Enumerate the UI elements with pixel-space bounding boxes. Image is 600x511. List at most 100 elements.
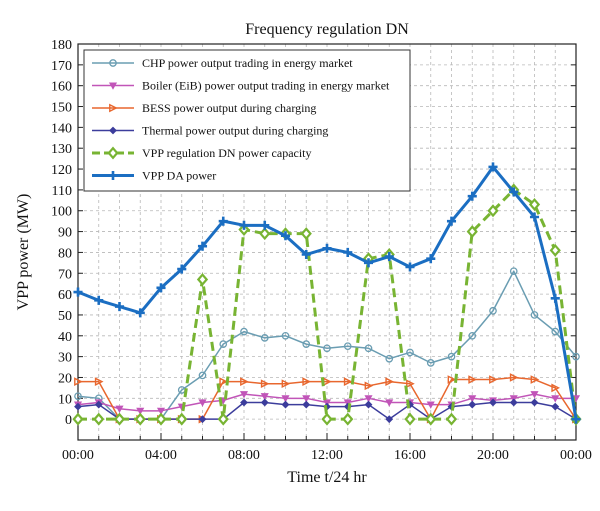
data-point <box>322 243 332 253</box>
legend-item: CHP power output trading in energy marke… <box>92 56 353 70</box>
y-tick-label: 170 <box>51 59 72 74</box>
data-point <box>385 399 394 407</box>
data-point <box>405 262 415 272</box>
data-point <box>219 340 228 348</box>
data-point <box>468 395 477 403</box>
data-point <box>177 264 187 274</box>
data-point <box>176 412 188 426</box>
y-tick-label: 160 <box>51 80 72 95</box>
data-point <box>302 395 311 403</box>
legend-item: VPP regulation DN power capacity <box>92 146 312 160</box>
data-point <box>302 400 311 409</box>
data-point <box>74 402 82 411</box>
data-point <box>571 414 581 424</box>
data-point <box>219 377 229 386</box>
x-axis-title: Time t/24 hr <box>287 469 367 486</box>
data-point <box>426 401 435 409</box>
legend-marker <box>109 126 117 135</box>
data-point <box>93 412 105 426</box>
y-tick-label: 10 <box>58 392 72 407</box>
data-point <box>530 311 539 319</box>
data-point <box>218 216 228 226</box>
data-point <box>260 398 269 407</box>
data-point <box>528 198 541 211</box>
data-point <box>74 377 83 386</box>
y-tick-label: 20 <box>58 371 72 386</box>
legend-item: Thermal power output during charging <box>92 124 328 138</box>
data-point <box>114 302 125 312</box>
data-point <box>94 400 103 409</box>
data-point <box>343 342 352 351</box>
data-point <box>509 187 519 197</box>
y-tick-label: 90 <box>58 226 72 241</box>
data-point <box>447 375 457 384</box>
x-tick-label: 12:00 <box>311 448 343 463</box>
data-point <box>74 392 82 401</box>
data-point <box>94 377 104 386</box>
data-point <box>509 373 519 382</box>
data-point <box>530 398 539 407</box>
data-point <box>240 327 248 336</box>
data-point <box>94 295 104 305</box>
data-point <box>384 252 394 262</box>
data-point <box>551 327 560 336</box>
data-point <box>156 407 166 416</box>
y-tick-label: 140 <box>51 121 72 136</box>
data-point <box>73 287 83 297</box>
legend-label: VPP regulation DN power capacity <box>142 146 312 160</box>
data-point <box>530 391 539 399</box>
legend-label: VPP DA power <box>142 169 216 183</box>
data-point <box>489 375 498 384</box>
data-point <box>406 348 414 357</box>
data-point <box>426 254 436 264</box>
y-tick-label: 130 <box>51 142 72 157</box>
data-point <box>136 407 145 416</box>
data-point <box>302 377 312 386</box>
y-tick-label: 100 <box>51 205 72 220</box>
data-point <box>364 400 373 409</box>
data-point <box>404 412 416 426</box>
legend: CHP power output trading in energy marke… <box>83 49 411 192</box>
x-tick-label: 00:00 <box>62 448 94 463</box>
data-point <box>466 225 478 239</box>
data-point <box>363 258 374 268</box>
data-point <box>446 216 457 226</box>
data-point <box>364 395 373 403</box>
data-point <box>302 340 311 348</box>
legend-item: VPP DA power <box>92 169 216 183</box>
data-point <box>530 375 540 384</box>
data-point <box>115 405 124 413</box>
data-point <box>364 381 374 391</box>
y-tick-label: 80 <box>58 246 72 261</box>
data-point <box>426 359 435 367</box>
x-tick-label: 16:00 <box>394 448 426 463</box>
data-point <box>72 412 84 426</box>
data-point <box>445 412 458 426</box>
legend-label: Thermal power output during charging <box>142 124 328 138</box>
data-point <box>301 249 311 260</box>
y-tick-label: 180 <box>51 38 72 53</box>
data-point <box>509 398 518 407</box>
data-point <box>343 247 353 257</box>
data-point <box>468 400 477 409</box>
legend-marker <box>107 146 119 160</box>
y-tick-label: 120 <box>51 163 72 178</box>
data-point <box>260 334 269 342</box>
data-point <box>529 212 540 222</box>
data-point <box>364 344 373 353</box>
data-point <box>198 415 207 424</box>
data-point <box>260 393 269 401</box>
y-tick-label: 150 <box>51 101 72 116</box>
data-point <box>300 227 312 241</box>
x-tick-label: 04:00 <box>145 448 177 463</box>
data-point <box>323 344 331 353</box>
data-point <box>509 267 518 276</box>
data-point <box>487 204 499 218</box>
data-point <box>239 220 249 230</box>
data-point <box>217 412 229 426</box>
data-point <box>260 379 270 389</box>
data-point <box>196 273 209 286</box>
legend-label: CHP power output trading in energy marke… <box>142 56 353 70</box>
